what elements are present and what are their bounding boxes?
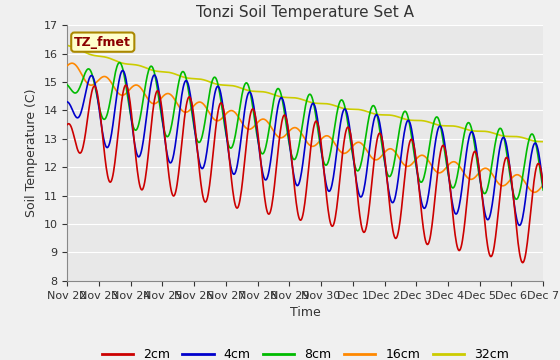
Title: Tonzi Soil Temperature Set A: Tonzi Soil Temperature Set A bbox=[196, 5, 414, 20]
X-axis label: Time: Time bbox=[290, 306, 320, 319]
Y-axis label: Soil Temperature (C): Soil Temperature (C) bbox=[25, 89, 38, 217]
Text: TZ_fmet: TZ_fmet bbox=[74, 36, 131, 49]
Legend: 2cm, 4cm, 8cm, 16cm, 32cm: 2cm, 4cm, 8cm, 16cm, 32cm bbox=[97, 343, 514, 360]
